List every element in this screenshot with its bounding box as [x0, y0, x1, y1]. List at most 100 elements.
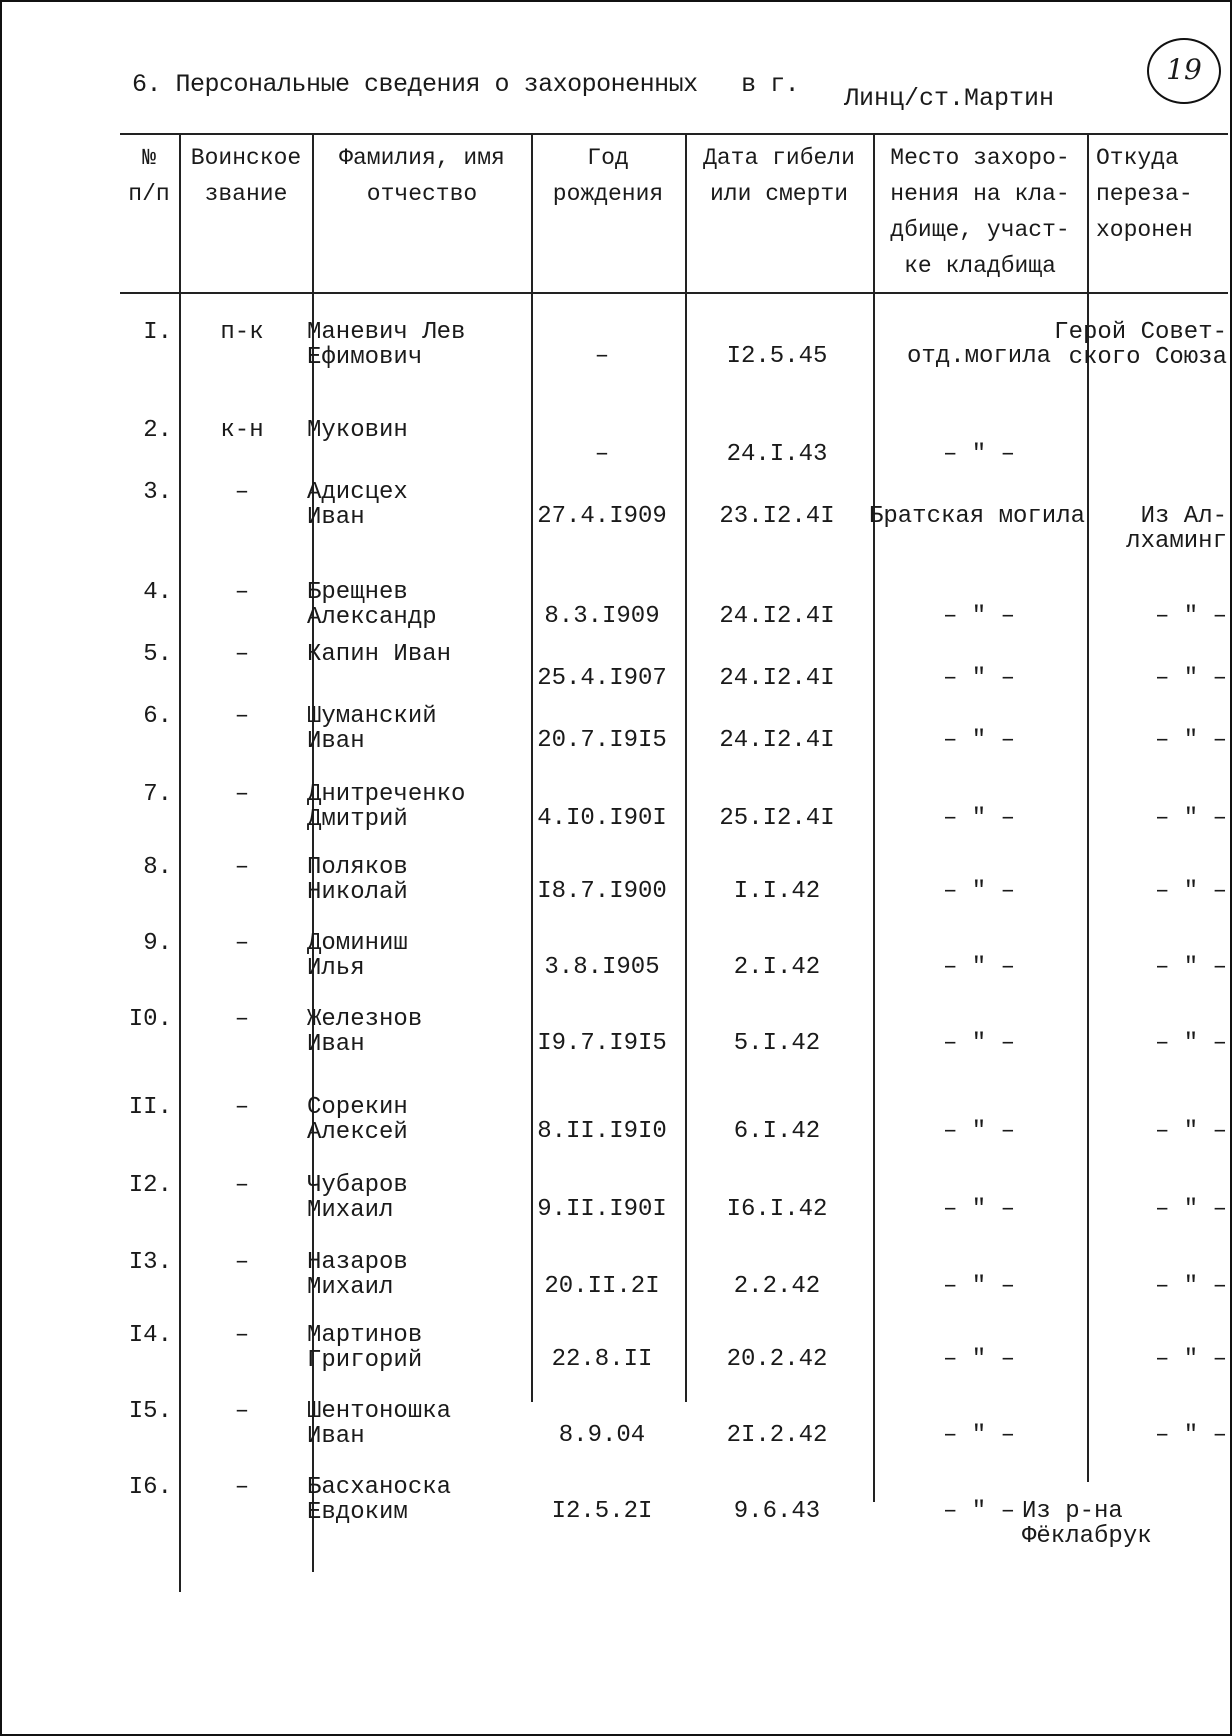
table-row: 8. – Поляков Николай I8.7.I900 I.I.42 – " – – …: [2, 854, 1230, 915]
birth-date: 8.II.I9I0: [537, 1118, 667, 1145]
birth-date: 25.4.I907: [537, 665, 667, 692]
death-date: 9.6.43: [733, 1498, 821, 1525]
full-name: Сорекин Алексей: [307, 1094, 408, 1146]
military-rank: –: [234, 854, 250, 881]
row-number: I0.: [128, 1006, 172, 1033]
military-rank: –: [234, 1398, 250, 1425]
burial-place: – " –: [942, 441, 1015, 468]
birth-date: –: [594, 343, 610, 370]
military-rank: к-н: [220, 417, 264, 444]
burial-place: – " –: [942, 954, 1015, 981]
full-name: Шуманский Иван: [307, 703, 437, 755]
burial-place: Братская могила: [868, 503, 1086, 530]
table-row: I2. – Чубаров Михаил 9.II.I90I I6.I.42 – " – –…: [2, 1172, 1230, 1233]
burial-place: – " –: [942, 1346, 1015, 1373]
col-header-name: Фамилия, имя отчество: [339, 145, 505, 207]
table-row: 6. – Шуманский Иван 20.7.I9I5 24.I2.4I – " – –…: [2, 703, 1230, 764]
row-number: I3.: [128, 1249, 172, 1276]
death-date: I.I.42: [733, 878, 821, 905]
table-row: I5. – Шентоношка Иван 8.9.04 2I.2.42 – " – – "…: [2, 1398, 1230, 1459]
military-rank: –: [234, 781, 250, 808]
table-row: I4. – Мартинов Григорий 22.8.II 20.2.42 – " –…: [2, 1322, 1230, 1383]
burial-place: – " –: [942, 1498, 1015, 1525]
reburied-from: – " –: [1154, 878, 1227, 905]
death-date: 24.I2.4I: [719, 665, 835, 692]
column-divider: [531, 133, 533, 1402]
table-row: 3. – Адисцех Иван 27.4.I909 23.I2.4I Братская…: [2, 479, 1230, 554]
col-header-birth-year: Год рождения: [552, 145, 664, 207]
full-name: Мартинов Григорий: [307, 1322, 423, 1374]
death-date: 24.I2.4I: [719, 603, 835, 630]
military-rank: –: [234, 1006, 250, 1033]
table-row: I0. – Железнов Иван I9.7.I9I5 5.I.42 – " – – "…: [2, 1006, 1230, 1067]
table-row: I6. – Басханоска Евдоким I2.5.2I 9.6.43 – " –…: [2, 1474, 1230, 1549]
reburied-from: – " –: [1154, 1030, 1227, 1057]
full-name: Чубаров Михаил: [307, 1172, 408, 1224]
birth-date: I2.5.2I: [551, 1498, 653, 1525]
full-name: Назаров Михаил: [307, 1249, 408, 1301]
birth-date: 9.II.I90I: [537, 1196, 667, 1223]
birth-date: 22.8.II: [551, 1346, 653, 1373]
military-rank: –: [234, 703, 250, 730]
birth-date: I9.7.I9I5: [537, 1030, 667, 1057]
row-number: II.: [128, 1094, 172, 1121]
birth-date: 27.4.I909: [537, 503, 667, 530]
full-name: Адисцех Иван: [307, 479, 408, 531]
table-row: 7. – Днитреченко Дмитрий 4.I0.I90I 25.I2.4I –…: [2, 781, 1230, 842]
burial-place: – " –: [942, 1118, 1015, 1145]
burial-place: – " –: [942, 727, 1015, 754]
col-header-death-date: Дата гибели или смерти: [703, 145, 855, 207]
reburied-from: – " –: [1154, 954, 1227, 981]
table-row: 2. к-н Муковин – 24.I.43 – " –: [2, 417, 1230, 478]
reburied-from: Из Ал- лхаминг: [1126, 503, 1227, 555]
row-number: 5.: [143, 641, 172, 668]
birth-date: I8.7.I900: [537, 878, 667, 905]
column-divider: [179, 133, 181, 1592]
death-date: 5.I.42: [733, 1030, 821, 1057]
burial-place: – " –: [942, 1196, 1015, 1223]
col-header-rank: Воинское звание: [190, 145, 302, 207]
row-number: I4.: [128, 1322, 172, 1349]
birth-date: 8.3.I909: [544, 603, 660, 630]
military-rank: –: [234, 1249, 250, 1276]
column-divider: [1087, 133, 1089, 1482]
burial-place: – " –: [942, 1422, 1015, 1449]
full-name: Днитреченко Дмитрий: [307, 781, 466, 833]
military-rank: п-к: [220, 319, 264, 346]
military-rank: –: [234, 1474, 250, 1501]
full-name: Поляков Николай: [307, 854, 408, 906]
military-rank: –: [234, 1322, 250, 1349]
table-row: II. – Сорекин Алексей 8.II.I9I0 6.I.42 – " – –…: [2, 1094, 1230, 1155]
birth-date: 20.II.2I: [544, 1273, 660, 1300]
table-row: 5. – Капин Иван 25.4.I907 24.I2.4I – " – – " –: [2, 641, 1230, 702]
death-date: 24.I2.4I: [719, 727, 835, 754]
reburied-from: – " –: [1154, 1346, 1227, 1373]
birth-date: –: [594, 441, 610, 468]
column-divider: [685, 133, 687, 1402]
row-number: 7.: [143, 781, 172, 808]
header-top-rule: [120, 133, 1228, 135]
row-number: I.: [143, 319, 172, 346]
birth-date: 3.8.I905: [544, 954, 660, 981]
col-header-reburied-from: Откуда переза- хоронен: [1096, 145, 1193, 243]
military-rank: –: [234, 579, 250, 606]
death-date: I2.5.45: [726, 343, 828, 370]
full-name: Муковин: [307, 417, 408, 444]
burial-place: – " –: [942, 603, 1015, 630]
burial-place: – " –: [942, 1273, 1015, 1300]
death-date: I6.I.42: [726, 1196, 828, 1223]
reburied-from: – " –: [1154, 1118, 1227, 1145]
table-row: I3. – Назаров Михаил 20.II.2I 2.2.42 – " – – "…: [2, 1249, 1230, 1310]
reburied-from: – " –: [1154, 665, 1227, 692]
death-date: 25.I2.4I: [719, 805, 835, 832]
burial-location: Линц/ст.Мартин: [844, 84, 1055, 113]
death-date: 23.I2.4I: [719, 503, 835, 530]
row-number: 3.: [143, 479, 172, 506]
military-rank: –: [234, 1094, 250, 1121]
table-row: 4. – Брещнев Александр 8.3.I909 24.I2.4I – " …: [2, 579, 1230, 640]
birth-date: 8.9.04: [558, 1422, 646, 1449]
reburied-from: – " –: [1154, 1422, 1227, 1449]
reburied-from: – " –: [1154, 1273, 1227, 1300]
full-name: Железнов Иван: [307, 1006, 423, 1058]
